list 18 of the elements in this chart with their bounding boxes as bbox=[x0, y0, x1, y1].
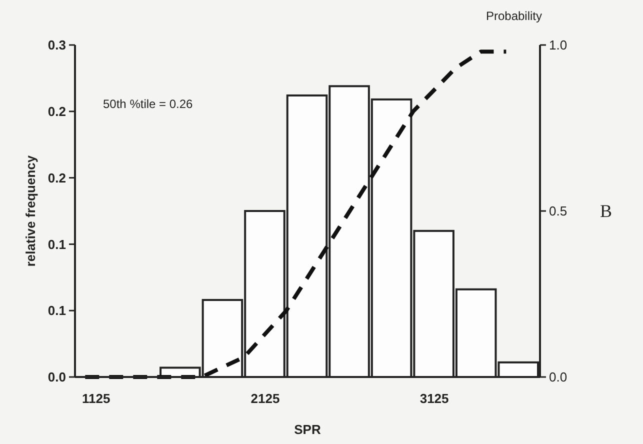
y-tick-label: 0.1 bbox=[48, 236, 66, 252]
y-axis-title: relative frequency bbox=[23, 154, 38, 267]
x-axis-title: SPR bbox=[294, 422, 322, 437]
x-tick-label: 2125 bbox=[250, 391, 280, 406]
annotation: 50th %tile = 0.26 bbox=[103, 97, 194, 111]
y2-axis-title: Probability bbox=[486, 9, 542, 23]
x-tick-label: 3125 bbox=[420, 391, 449, 406]
y-tick-label: 0.0 bbox=[48, 370, 66, 385]
x-tick-label: 1125 bbox=[82, 391, 110, 406]
y2-tick-label: 0.0 bbox=[549, 370, 568, 385]
y-tick-label: 0.1 bbox=[48, 303, 66, 318]
y2-tick-label: 0.5 bbox=[549, 204, 568, 219]
line-series bbox=[83, 50, 508, 379]
y-tick-label: 0.2 bbox=[48, 104, 66, 119]
y-tick-label: 0.3 bbox=[48, 38, 66, 53]
y-tick-label: 0.2 bbox=[48, 170, 66, 186]
y2-tick-label: 1.0 bbox=[549, 38, 568, 53]
text: B bbox=[600, 201, 612, 221]
